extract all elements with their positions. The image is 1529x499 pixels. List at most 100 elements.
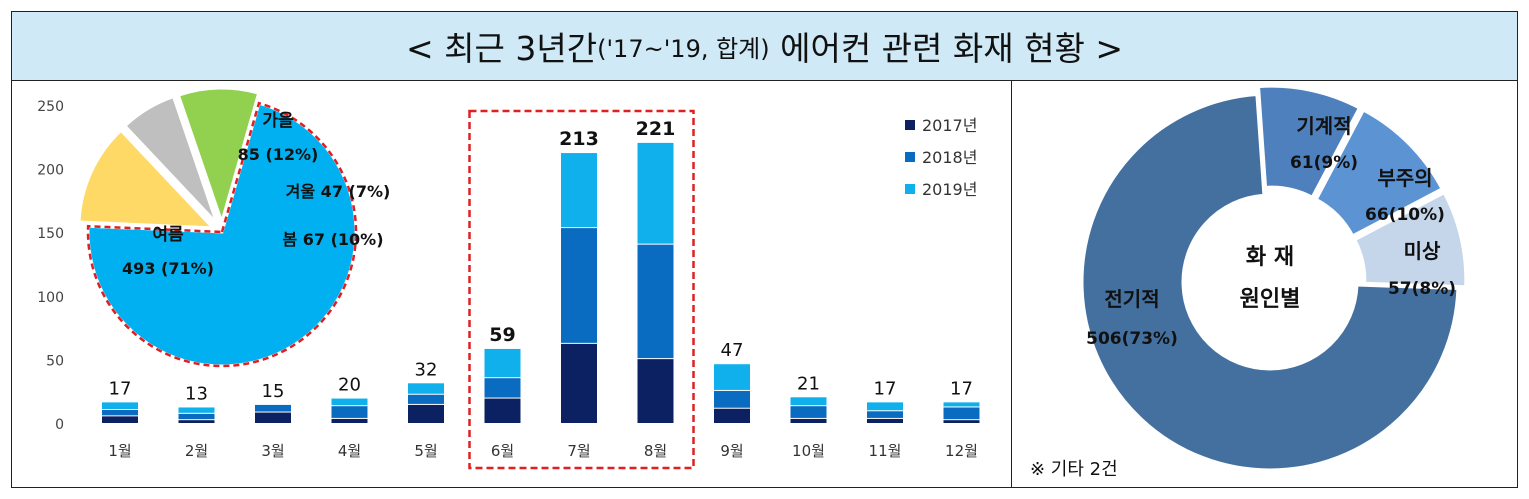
donut-slice <box>1352 190 1468 289</box>
x-tick-label: 1월 <box>108 442 131 460</box>
bar-segment <box>561 228 597 343</box>
x-tick-label: 7월 <box>567 442 590 460</box>
title-paren: ('17~'19, 합계) <box>597 34 770 63</box>
bar-segment <box>178 420 215 423</box>
y-tick-label: 150 <box>37 226 64 242</box>
legend-swatch <box>905 120 915 130</box>
bar-segment <box>484 378 521 398</box>
bar-segment <box>561 153 597 228</box>
bar-segment <box>943 402 980 407</box>
pie-value-label: 85 (12%) <box>238 145 319 164</box>
y-tick-label: 0 <box>55 417 64 433</box>
donut-category-label: 미상 <box>1404 239 1441 263</box>
x-tick-label: 4월 <box>338 442 361 460</box>
bar-total-label: 20 <box>338 375 361 396</box>
bar-segment <box>331 418 368 423</box>
bar-total-label: 213 <box>559 128 599 150</box>
bar-total-label: 17 <box>109 378 132 399</box>
donut-value-label: 61(9%) <box>1290 153 1358 173</box>
bar-total-label: 15 <box>262 381 285 402</box>
x-tick-label: 6월 <box>491 442 514 460</box>
pie-category-label: 가을 <box>262 111 294 131</box>
bar-segment <box>637 244 674 359</box>
x-tick-label: 10월 <box>792 442 825 460</box>
donut-value-label: 506(73%) <box>1086 329 1178 349</box>
x-tick-label: 2월 <box>185 442 208 460</box>
bar-segment <box>102 410 138 416</box>
bar-segment <box>408 394 444 404</box>
donut-category-label: 부주의 <box>1377 166 1432 190</box>
legend-label: 2019년 <box>922 180 977 199</box>
y-tick-label: 100 <box>37 290 64 306</box>
season-pie-chart: 여름 493 (71%) 가을 85 (12%) 겨울 47 (7%) 봄 67 (10%… <box>77 86 391 368</box>
bar-segment <box>943 420 980 423</box>
bar-segment <box>790 397 827 406</box>
donut-value-label: 66(10%) <box>1365 205 1445 225</box>
note-text: ※ 기타 2건 <box>1030 459 1118 480</box>
legend-swatch <box>905 184 915 194</box>
bar-segment <box>561 343 597 423</box>
bar-segment <box>484 398 521 423</box>
bar-segment <box>790 418 827 423</box>
bar-segment <box>637 359 674 423</box>
bar-segment <box>408 383 444 394</box>
donut-slice <box>1314 108 1445 238</box>
bar-segment <box>484 348 521 378</box>
monthly-bar-chart: 0 50 100 150 200 250 17 1월 13 2월 15 3월 20 4월 32 5월 59 6월 2… <box>37 99 980 470</box>
bar-segment <box>102 402 138 410</box>
bar-total-label: 17 <box>874 378 897 399</box>
title-prefix: < 최근 3년간 <box>406 29 598 68</box>
pie-slice <box>77 128 217 230</box>
y-tick-label: 50 <box>46 353 64 369</box>
x-tick-label: 11월 <box>869 442 902 460</box>
bar-segment <box>178 413 215 420</box>
highlight-box <box>468 109 695 470</box>
pie-slice <box>122 94 219 225</box>
bar-segment <box>867 411 903 418</box>
bar-segment <box>255 404 291 412</box>
title-suffix: 에어컨 관련 화재 현황 > <box>769 29 1123 68</box>
bar-segment <box>714 408 750 423</box>
y-tick-label: 200 <box>37 163 64 179</box>
pie-category-label: 여름 <box>152 225 184 245</box>
pie-value-label: 493 (71%) <box>122 259 214 278</box>
bar-total-label: 59 <box>489 324 515 346</box>
bar-segment <box>867 418 903 423</box>
x-tick-label: 3월 <box>261 442 284 460</box>
bar-total-label: 13 <box>185 383 208 404</box>
bar-segment <box>331 398 368 406</box>
title-bar: < 최근 3년간 ('17~'19, 합계) 에어컨 관련 화재 현황 > <box>12 12 1517 81</box>
x-tick-label: 12월 <box>945 442 978 460</box>
x-tick-label: 9월 <box>720 442 743 460</box>
bar-segment <box>943 407 980 420</box>
bar-total-label: 17 <box>950 378 973 399</box>
donut-category-label: 기계적 <box>1296 114 1351 138</box>
donut-slice <box>1256 84 1362 200</box>
donut-value-label: 57(8%) <box>1388 279 1456 299</box>
bar-segment <box>790 406 827 418</box>
bar-segment <box>178 407 215 413</box>
x-tick-label: 8월 <box>644 442 667 460</box>
x-tick-label: 5월 <box>414 442 437 460</box>
pie-label: 봄 67 (10%) <box>282 230 383 249</box>
legend-label: 2017년 <box>922 116 977 135</box>
bar-total-label: 32 <box>415 359 438 380</box>
legend-swatch <box>905 152 915 162</box>
bar-segment <box>255 412 291 423</box>
pie-slice-highlight <box>86 101 358 368</box>
bar-total-label: 47 <box>721 340 744 361</box>
donut-center-line2: 원인별 <box>1240 287 1301 312</box>
y-tick-label: 250 <box>37 99 64 115</box>
bar-segment <box>637 142 674 244</box>
bar-segment <box>714 364 750 390</box>
donut-category-label: 전기적 <box>1104 287 1159 311</box>
pie-slice <box>176 86 261 228</box>
panel-divider <box>1011 80 1012 488</box>
pie-label: 겨울 47 (7%) <box>286 182 391 201</box>
bar-total-label: 21 <box>797 373 820 394</box>
bar-segment <box>331 406 368 418</box>
bar-total-label: 221 <box>636 118 676 140</box>
legend-label: 2018년 <box>922 148 977 167</box>
